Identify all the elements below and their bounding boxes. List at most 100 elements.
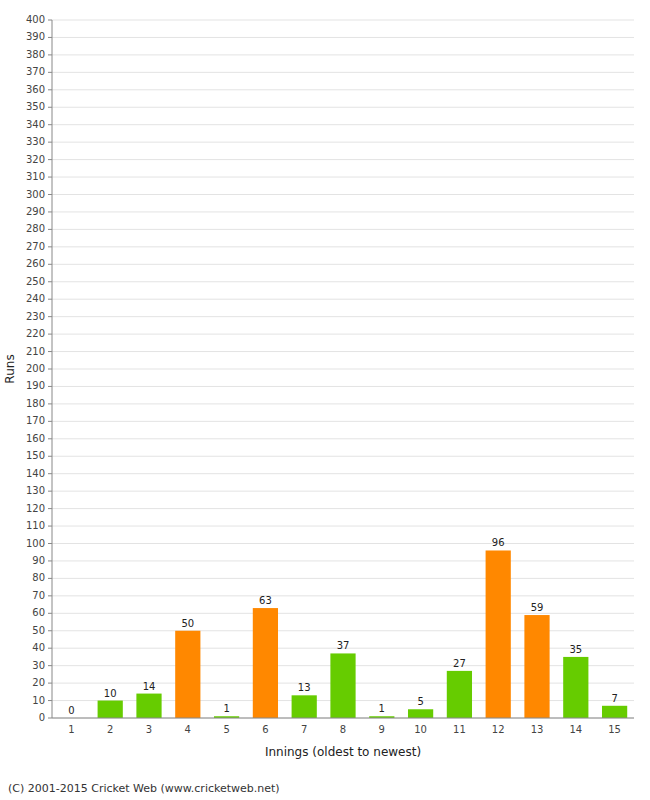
y-tick-label: 180 [26, 398, 45, 409]
bar [524, 615, 549, 718]
y-tick-label: 130 [26, 485, 45, 496]
data-label: 63 [259, 595, 272, 606]
chart-container: 0102030405060708090100110120130140150160… [0, 0, 650, 800]
bar [292, 695, 317, 718]
grid-line [52, 526, 634, 527]
y-tick-label: 170 [26, 415, 45, 426]
grid-line [52, 438, 634, 439]
x-tick-label: 1 [68, 724, 74, 735]
grid-line [52, 299, 634, 300]
footer: (C) 2001-2015 Cricket Web (www.cricketwe… [8, 782, 280, 795]
y-tick [48, 211, 52, 212]
y-tick [48, 72, 52, 73]
grid-line [52, 718, 634, 719]
grid-line [52, 508, 634, 509]
grid-line [52, 54, 634, 55]
data-label: 14 [143, 681, 156, 692]
y-tick-label: 240 [26, 293, 45, 304]
data-label: 10 [104, 688, 117, 699]
grid-line [52, 246, 634, 247]
grid-line [52, 316, 634, 317]
x-tick-label: 14 [569, 724, 582, 735]
x-axis-title: Innings (oldest to newest) [265, 745, 421, 759]
y-tick-label: 260 [26, 258, 45, 269]
y-tick [48, 281, 52, 282]
data-label: 5 [417, 696, 423, 707]
y-tick [48, 491, 52, 492]
y-tick-label: 200 [26, 363, 45, 374]
x-tick-label: 8 [340, 724, 346, 735]
y-tick-label: 280 [26, 223, 45, 234]
x-axis-line [52, 718, 634, 719]
data-label: 7 [611, 693, 617, 704]
y-tick [48, 246, 52, 247]
y-tick-label: 350 [26, 101, 45, 112]
y-tick-label: 90 [32, 555, 45, 566]
grid-line [52, 421, 634, 422]
y-tick [48, 142, 52, 143]
y-tick [48, 386, 52, 387]
y-tick-label: 250 [26, 276, 45, 287]
y-tick [48, 526, 52, 527]
y-tick [48, 159, 52, 160]
y-tick [48, 648, 52, 649]
y-tick-label: 380 [26, 49, 45, 60]
bar [253, 608, 278, 718]
y-tick-label: 300 [26, 189, 45, 200]
grid-line [52, 107, 634, 108]
grid-line [52, 560, 634, 561]
y-tick [48, 718, 52, 719]
grid-line [52, 578, 634, 579]
y-tick-label: 390 [26, 31, 45, 42]
y-tick-label: 210 [26, 346, 45, 357]
bar [175, 631, 200, 718]
y-tick [48, 595, 52, 596]
y-axis-line [52, 20, 53, 718]
x-axis: 123456789101112131415 [68, 724, 621, 735]
y-tick-label: 70 [32, 590, 45, 601]
y-tick [48, 107, 52, 108]
y-tick-label: 50 [32, 625, 45, 636]
grid-line [52, 543, 634, 544]
x-tick-label: 5 [223, 724, 229, 735]
y-tick-label: 400 [26, 14, 45, 25]
y-tick [48, 508, 52, 509]
grid-line [52, 595, 634, 596]
y-grid [52, 20, 634, 718]
data-label: 35 [569, 644, 582, 655]
grid-line [52, 281, 634, 282]
data-label: 96 [492, 537, 505, 548]
bar [408, 709, 433, 718]
grid-line [52, 369, 634, 370]
grid-line [52, 194, 634, 195]
x-tick-label: 11 [453, 724, 466, 735]
y-tick-label: 290 [26, 206, 45, 217]
y-tick-label: 120 [26, 503, 45, 514]
grid-line [52, 491, 634, 492]
data-labels: 0101450163133715279659357 [68, 537, 618, 716]
y-tick-label: 150 [26, 450, 45, 461]
y-tick-label: 10 [32, 695, 45, 706]
y-tick-label: 230 [26, 311, 45, 322]
y-tick-label: 340 [26, 119, 45, 130]
grid-line [52, 89, 634, 90]
y-tick [48, 578, 52, 579]
data-label: 13 [298, 682, 311, 693]
y-tick [48, 369, 52, 370]
y-tick-label: 310 [26, 171, 45, 182]
y-tick [48, 20, 52, 21]
x-tick-label: 12 [492, 724, 505, 735]
bar [98, 701, 123, 718]
grid-line [52, 386, 634, 387]
data-label: 50 [181, 618, 194, 629]
x-tick-label: 3 [146, 724, 152, 735]
y-tick-label: 190 [26, 380, 45, 391]
grid-line [52, 159, 634, 160]
y-tick-label: 220 [26, 328, 45, 339]
data-label: 27 [453, 658, 466, 669]
y-tick-label: 60 [32, 607, 45, 618]
grid-line [52, 473, 634, 474]
y-tick-label: 320 [26, 154, 45, 165]
x-tick-label: 9 [379, 724, 385, 735]
x-tick-label: 4 [185, 724, 191, 735]
